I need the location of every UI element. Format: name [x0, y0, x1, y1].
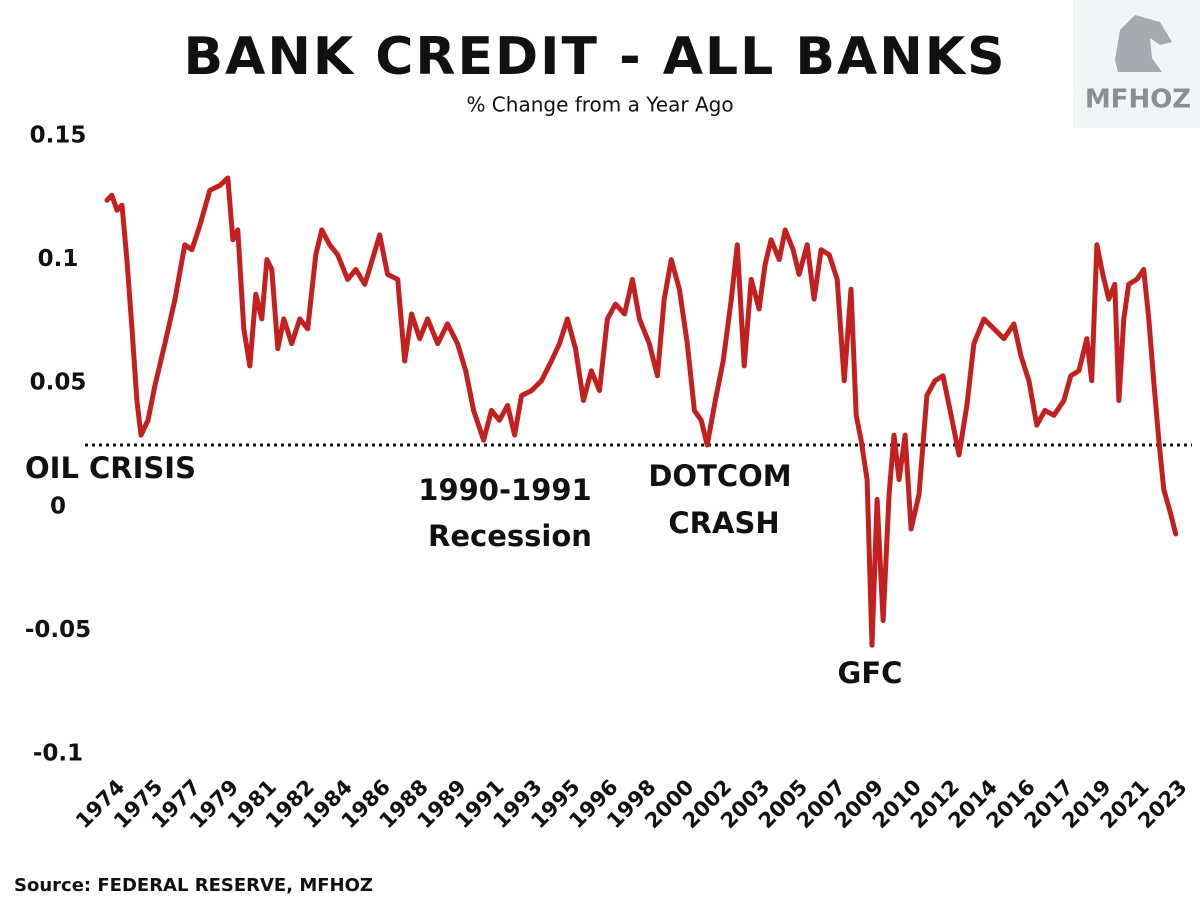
source-note: Source: FEDERAL RESERVE, MFHOZ	[14, 875, 373, 896]
logo-icon	[1115, 15, 1172, 72]
annotation: CRASH	[668, 506, 779, 540]
y-tick-label: -0.05	[25, 617, 91, 643]
y-tick-label: 0.1	[38, 246, 79, 272]
y-tick-label: 0.15	[30, 123, 87, 149]
annotation: OIL CRISIS	[25, 451, 196, 485]
annotation: Recession	[428, 519, 592, 553]
annotation: 1990-1991	[418, 473, 591, 507]
annotation: DOTCOM	[648, 459, 791, 493]
data-line	[104, 175, 1179, 648]
y-tick-label: 0	[50, 493, 66, 519]
logo-text: MFHOZ	[1085, 85, 1191, 115]
y-tick-label: 0.05	[30, 370, 87, 396]
chart-title: BANK CREDIT - ALL BANKS	[183, 27, 1006, 87]
annotation: GFC	[838, 656, 903, 690]
chart-subtitle: % Change from a Year Ago	[466, 93, 733, 117]
y-tick-label: -0.1	[33, 741, 83, 767]
